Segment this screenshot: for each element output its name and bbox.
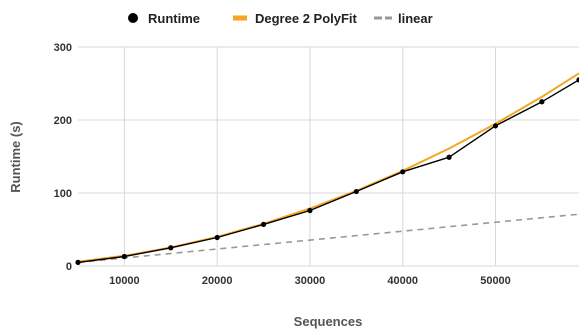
series-lines	[77, 72, 579, 264]
y-tick-label: 200	[54, 115, 72, 127]
x-tick-label: 30000	[295, 275, 326, 287]
grid	[78, 46, 579, 267]
x-tick-label: 40000	[387, 275, 418, 287]
x-axis-title: Sequences	[294, 314, 363, 329]
legend-label: linear	[398, 11, 433, 26]
y-tick-label: 100	[54, 188, 72, 200]
legend-item: Runtime	[128, 11, 200, 26]
runtime-point	[353, 188, 359, 195]
runtime-point	[121, 253, 127, 260]
x-tick-label: 20000	[202, 275, 233, 287]
legend-item: linear	[374, 11, 433, 26]
runtime-point	[168, 245, 174, 251]
legend-marker	[128, 13, 138, 23]
runtime-point	[400, 169, 406, 175]
y-axis-title: Runtime (s)	[8, 121, 23, 193]
y-tick-label: 300	[54, 42, 72, 54]
runtime-point	[260, 221, 267, 227]
y-tick-labels: 0 100 200 300	[54, 42, 72, 273]
legend-item: Degree 2 PolyFit	[233, 11, 358, 26]
runtime-point	[214, 234, 220, 241]
x-tick-label: 50000	[480, 275, 511, 287]
runtime-point	[307, 207, 313, 214]
runtime-markers	[75, 77, 579, 265]
runtime-point	[539, 99, 545, 105]
runtime-point	[446, 154, 452, 160]
legend-label: Runtime	[148, 11, 200, 26]
series-line-degree-2-polyfit	[77, 72, 579, 263]
y-tick-label: 0	[66, 261, 72, 273]
runtime-point	[576, 77, 579, 83]
legend-label: Degree 2 PolyFit	[255, 11, 358, 26]
x-tick-label: 10000	[109, 275, 140, 287]
runtime-point	[492, 123, 499, 129]
legend-marker	[233, 15, 247, 21]
legend: Runtime Degree 2 PolyFit linear	[128, 11, 433, 26]
series-line-linear	[77, 213, 579, 264]
series-line-runtime	[77, 79, 579, 264]
x-tick-labels: 10000 20000 30000 40000 50000	[109, 275, 511, 287]
runtime-point	[75, 259, 81, 265]
